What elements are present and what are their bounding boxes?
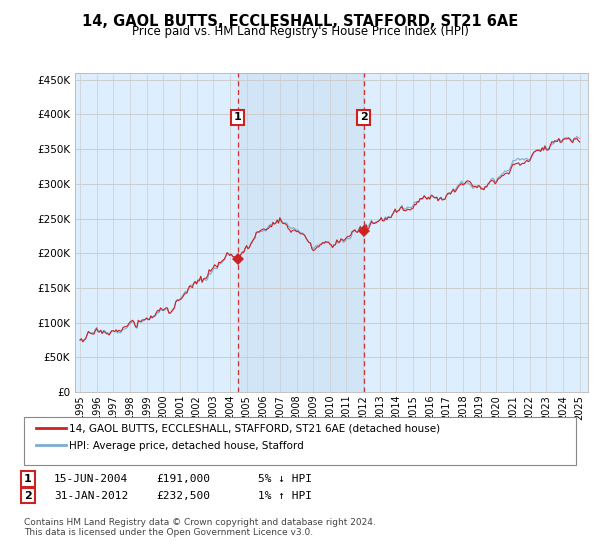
Text: Price paid vs. HM Land Registry's House Price Index (HPI): Price paid vs. HM Land Registry's House … (131, 25, 469, 38)
Text: 14, GAOL BUTTS, ECCLESHALL, STAFFORD, ST21 6AE: 14, GAOL BUTTS, ECCLESHALL, STAFFORD, ST… (82, 14, 518, 29)
Bar (238, 73, 364, 392)
Text: 5% ↓ HPI: 5% ↓ HPI (258, 474, 312, 484)
Text: 2: 2 (360, 113, 368, 123)
Text: £232,500: £232,500 (156, 491, 210, 501)
Text: 2: 2 (24, 491, 32, 501)
Text: 1% ↑ HPI: 1% ↑ HPI (258, 491, 312, 501)
Text: 31-JAN-2012: 31-JAN-2012 (54, 491, 128, 501)
Text: HPI: Average price, detached house, Stafford: HPI: Average price, detached house, Staf… (69, 441, 304, 451)
Text: 15-JUN-2004: 15-JUN-2004 (54, 474, 128, 484)
Text: 1: 1 (24, 474, 32, 484)
Text: £191,000: £191,000 (156, 474, 210, 484)
Text: 1: 1 (233, 113, 241, 123)
Text: 14, GAOL BUTTS, ECCLESHALL, STAFFORD, ST21 6AE (detached house): 14, GAOL BUTTS, ECCLESHALL, STAFFORD, ST… (69, 424, 440, 434)
Text: Contains HM Land Registry data © Crown copyright and database right 2024.
This d: Contains HM Land Registry data © Crown c… (24, 518, 376, 538)
